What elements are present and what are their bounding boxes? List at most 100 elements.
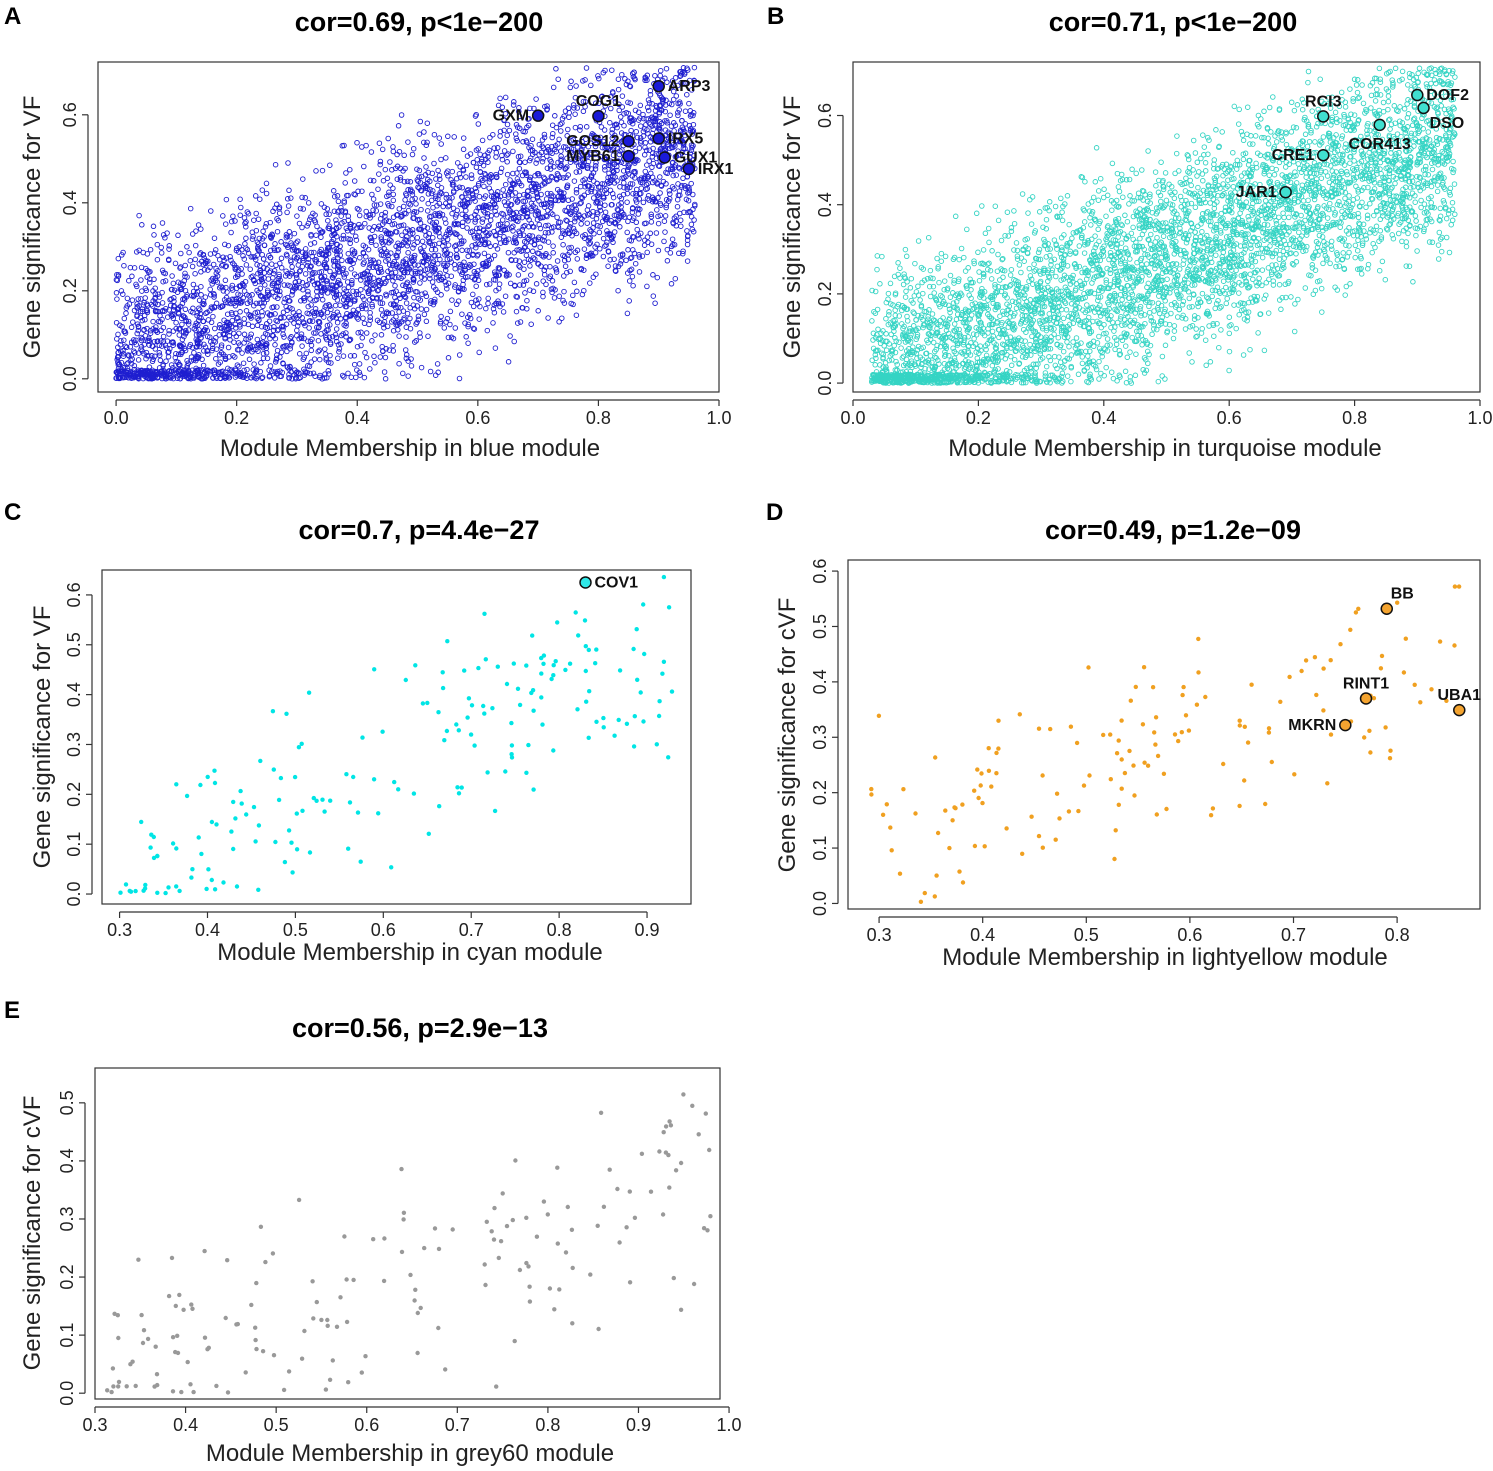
- data-point: [657, 190, 663, 196]
- data-point: [615, 207, 622, 213]
- data-point: [400, 370, 406, 377]
- data-point: [629, 273, 636, 280]
- data-point: [333, 326, 340, 332]
- data-point: [263, 190, 270, 197]
- data-point: [315, 348, 321, 355]
- data-point: [255, 216, 262, 222]
- data-point: [562, 263, 569, 269]
- data-point: [520, 232, 527, 238]
- data-point: [650, 272, 656, 278]
- data-point: [114, 336, 120, 342]
- data-point: [259, 187, 266, 193]
- data-point: [334, 319, 341, 326]
- data-point: [1194, 159, 1201, 166]
- data-point: [390, 328, 397, 334]
- data-point: [390, 148, 397, 155]
- data-point: [619, 252, 626, 258]
- data-point: [587, 280, 593, 286]
- data-point: [128, 324, 135, 331]
- data-point: [476, 316, 482, 322]
- data-point: [1318, 175, 1325, 181]
- data-point: [425, 191, 432, 197]
- data-point: [286, 229, 293, 235]
- data-point: [1055, 334, 1062, 341]
- data-point: [390, 144, 396, 150]
- data-point: [378, 236, 385, 242]
- data-point: [632, 260, 639, 267]
- data-point: [607, 187, 614, 194]
- data-point: [431, 160, 437, 167]
- highlight-label: IRX5: [668, 131, 704, 148]
- data-point: [334, 193, 341, 199]
- data-point: [445, 355, 452, 361]
- data-point: [223, 284, 229, 291]
- y-tick-label: 0.4: [60, 190, 80, 215]
- highlight-point: [622, 149, 635, 163]
- data-point: [634, 134, 641, 141]
- data-point: [413, 321, 419, 327]
- data-point: [542, 229, 549, 236]
- y-tick-label: 0.6: [60, 102, 80, 127]
- data-point: [146, 279, 153, 286]
- data-point: [182, 306, 189, 313]
- data-point: [635, 211, 642, 217]
- data-point: [158, 250, 165, 256]
- data-point: [345, 236, 351, 242]
- data-point: [550, 243, 556, 249]
- data-point: [203, 310, 209, 317]
- data-point: [312, 219, 319, 225]
- data-point: [382, 166, 389, 173]
- data-point: [254, 261, 260, 268]
- data-point: [260, 256, 267, 262]
- data-point: [237, 196, 243, 202]
- data-point: [444, 285, 450, 292]
- x-tick-label: 0.6: [465, 408, 490, 428]
- data-point: [273, 317, 279, 324]
- data-point: [396, 206, 403, 212]
- data-point: [336, 349, 342, 355]
- data-point: [667, 112, 673, 118]
- data-point: [902, 294, 909, 300]
- data-point: [272, 161, 279, 168]
- data-point: [410, 145, 417, 152]
- data-point: [565, 105, 572, 112]
- data-point: [447, 321, 453, 328]
- data-point: [624, 199, 630, 205]
- data-point: [593, 271, 599, 277]
- data-point: [281, 282, 288, 288]
- data-point: [327, 352, 333, 359]
- data-point: [403, 300, 410, 306]
- data-point: [1429, 166, 1436, 173]
- data-point: [266, 318, 273, 324]
- data-point: [630, 282, 636, 289]
- data-point: [1152, 169, 1159, 175]
- data-point: [150, 223, 157, 230]
- data-point: [1155, 378, 1162, 385]
- chart-title: cor=0.69, p<1e−200: [295, 7, 543, 37]
- data-point: [421, 129, 427, 135]
- data-point: [476, 193, 483, 200]
- data-point: [113, 319, 120, 326]
- data-point: [552, 113, 558, 119]
- data-point: [1244, 104, 1251, 110]
- data-point: [210, 313, 216, 320]
- data-point: [1195, 303, 1201, 310]
- data-point: [610, 194, 617, 201]
- data-point: [473, 283, 479, 289]
- data-point: [302, 271, 309, 277]
- data-point: [325, 217, 331, 224]
- data-point: [623, 257, 629, 264]
- data-point: [396, 360, 402, 367]
- data-point: [540, 155, 546, 162]
- data-point: [514, 320, 521, 326]
- data-point: [1159, 373, 1165, 379]
- data-point: [241, 331, 248, 338]
- data-point: [676, 165, 683, 172]
- data-point: [647, 230, 654, 237]
- data-point: [572, 124, 579, 131]
- data-point: [274, 228, 281, 235]
- data-point: [574, 256, 581, 262]
- data-point: [345, 284, 352, 290]
- data-point: [222, 221, 229, 227]
- data-point: [424, 225, 431, 231]
